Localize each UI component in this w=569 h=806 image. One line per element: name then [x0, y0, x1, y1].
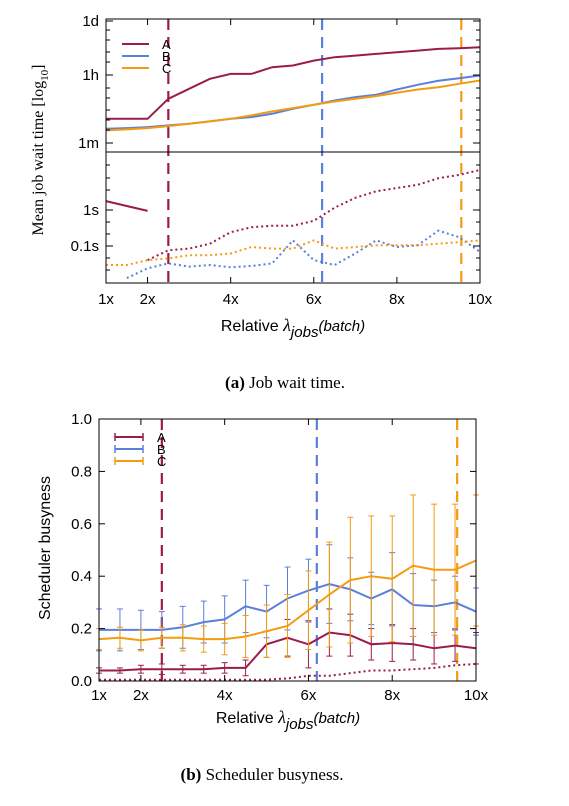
y-tick-label: 0.1s [71, 238, 99, 255]
x-tick-label: 10x [464, 687, 489, 704]
legend-label-c: C [162, 61, 171, 76]
y-tick-label: 0.6 [71, 516, 92, 533]
series-line-c-solid-upper [105, 79, 481, 132]
series-line-c-dotted-lower [106, 239, 481, 266]
series-line-c-solid [98, 559, 477, 642]
series-line-a-solid-lower [105, 200, 148, 212]
legend: ABC [122, 37, 171, 76]
series-line-b-solid-upper [105, 74, 481, 130]
y-tick-label: 0.2 [71, 621, 92, 638]
y-tick-label: 0.0 [71, 673, 92, 690]
series-line-a-solid-upper [106, 46, 481, 120]
x-tick-label: 4x [217, 687, 233, 704]
x-tick-label: 8x [384, 687, 400, 704]
caption-a: (a) Job wait time. [225, 373, 345, 392]
x-tick-label: 8x [389, 291, 405, 308]
y-tick-label: 1.0 [71, 411, 92, 428]
plot-frame [105, 18, 481, 284]
x-axis-label: Relative λjobs(batch) [216, 707, 360, 733]
chart-scheduler-busyness: 1x 2x 4x 6x 8x 10x 0.0 0.2 0.4 0.6 0.8 1.0 ABC Sche… [37, 411, 489, 784]
legend-label-b: B [157, 442, 166, 457]
y-tick-label: 1h [82, 67, 99, 84]
y-tick-label: 1s [83, 202, 99, 219]
y-tick-label: 1m [78, 135, 99, 152]
x-tick-label: 2x [140, 291, 156, 308]
legend: ABC [114, 430, 166, 469]
series-line-a-dotted-lower [147, 169, 481, 262]
legend-label-a: A [157, 430, 166, 445]
x-axis-label: Relative λjobs(batch) [221, 315, 365, 341]
series-line-a-dotted [99, 663, 477, 681]
legend-label-b: B [162, 49, 171, 64]
x-tick-label: 10x [468, 291, 493, 308]
legend-label-c: C [157, 454, 166, 469]
y-tick-label: 0.8 [71, 463, 92, 480]
x-tick-label: 2x [133, 687, 149, 704]
x-tick-label: 6x [301, 687, 317, 704]
plot-frame [98, 418, 477, 682]
x-tick-label: 1x [91, 687, 107, 704]
y-axis-label: Scheduler busyness [37, 476, 54, 620]
caption-b: (b) Scheduler busyness. [181, 765, 344, 784]
x-tick-label: 6x [306, 291, 322, 308]
y-tick-label: 1d [82, 13, 99, 30]
series-line-b-dotted-lower [126, 229, 481, 280]
x-tick-label: 1x [98, 291, 114, 308]
chart-job-wait-time: 1x 2x 4x 6x 8x 10x 1d 1h 1m 1s 0.1s ABC Mean job w… [30, 13, 493, 392]
legend-label-a: A [162, 37, 171, 52]
x-tick-label: 4x [223, 291, 239, 308]
y-axis-label: Mean job wait time [log10] [30, 65, 51, 236]
y-tick-label: 0.4 [71, 568, 92, 585]
